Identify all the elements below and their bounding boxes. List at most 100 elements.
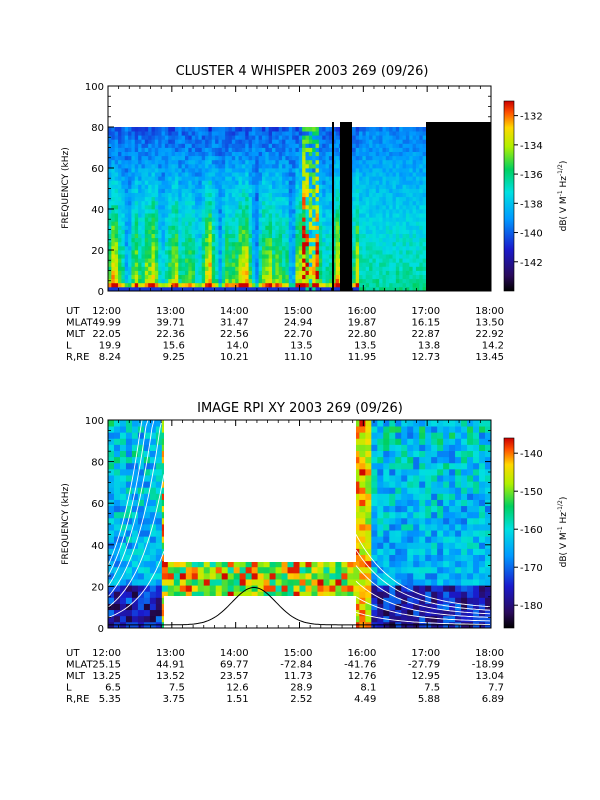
y-tick-label: 60 bbox=[91, 164, 104, 175]
spectrogram-cell bbox=[178, 180, 183, 185]
spectrogram-cell bbox=[198, 233, 203, 239]
spectrogram-cell bbox=[124, 172, 129, 177]
spectrogram-cell bbox=[245, 241, 249, 247]
spectrogram-cell bbox=[312, 147, 316, 152]
spectrogram-cell bbox=[188, 237, 193, 243]
spectrogram-cell bbox=[412, 204, 417, 210]
spectrogram-cell bbox=[372, 241, 377, 247]
spectrogram-cell bbox=[173, 591, 181, 598]
spectrogram-cell bbox=[228, 250, 233, 255]
spectrogram-cell bbox=[138, 139, 142, 144]
spectrogram-cell bbox=[389, 229, 393, 234]
spectrogram-cell bbox=[251, 151, 256, 157]
spectrogram-cell bbox=[113, 554, 121, 562]
spectrogram-cell bbox=[238, 147, 243, 152]
spectrogram-cell bbox=[143, 554, 151, 562]
spectrogram-cell bbox=[265, 135, 270, 140]
colorbar: -132-134-136-138-140-142 dB( V M-1 Hz-1/… bbox=[503, 100, 569, 292]
spectrogram-cell bbox=[119, 499, 127, 507]
spectrogram-cell bbox=[113, 444, 121, 451]
spectrogram-cell bbox=[315, 282, 320, 288]
spectrogram-cell bbox=[285, 151, 290, 157]
spectrogram-cell bbox=[108, 524, 115, 531]
spectrogram-cell bbox=[228, 241, 233, 247]
spectrogram-cell bbox=[161, 155, 166, 161]
spectrogram-cell bbox=[322, 225, 326, 230]
spectrogram-cell bbox=[111, 155, 116, 161]
spectrogram-cell bbox=[359, 151, 363, 157]
spectrogram-cell bbox=[385, 237, 390, 243]
spectrogram-cell bbox=[144, 180, 149, 185]
spectrogram-cell bbox=[275, 229, 280, 234]
spectrogram-cell bbox=[272, 250, 276, 255]
spectrogram-cell bbox=[261, 233, 266, 239]
spectrogram-cell bbox=[151, 151, 156, 157]
spectrogram-cell bbox=[211, 266, 216, 271]
spectrogram-cell bbox=[395, 168, 400, 173]
spectrogram-cell bbox=[305, 196, 310, 202]
spectrogram-cell bbox=[282, 237, 286, 243]
spectrogram-cell bbox=[402, 282, 407, 288]
spectrogram-cell bbox=[302, 241, 306, 247]
spectrogram-cell bbox=[121, 278, 126, 284]
spectrogram-cell bbox=[235, 221, 239, 226]
spectrogram-cell bbox=[141, 143, 146, 148]
spectrogram-cell bbox=[198, 172, 203, 177]
spectrogram-cell bbox=[231, 209, 236, 214]
spectrogram-cell bbox=[111, 188, 116, 193]
spectrogram-cell bbox=[128, 278, 132, 284]
spectrogram-cell bbox=[325, 151, 330, 157]
spectrogram-cell bbox=[285, 229, 290, 234]
spectrogram-cell bbox=[218, 233, 223, 239]
spectrogram-cell bbox=[141, 258, 146, 263]
spectrogram-cell bbox=[385, 278, 390, 284]
spectrogram-cell bbox=[118, 163, 122, 169]
spectrogram-cell bbox=[148, 204, 152, 210]
spectrogram-cell bbox=[292, 266, 296, 271]
spectrogram-cell bbox=[108, 221, 112, 226]
spectrogram-cell bbox=[395, 176, 400, 181]
spectrogram-cell bbox=[392, 274, 397, 280]
spectrogram-cell bbox=[258, 209, 263, 214]
spectrogram-cell bbox=[409, 209, 414, 214]
spectrogram-cell bbox=[298, 250, 303, 255]
spectrogram-cell bbox=[265, 213, 270, 218]
spectrogram-cell bbox=[392, 196, 397, 202]
spectrogram-cell bbox=[241, 245, 246, 251]
spectrogram-cell bbox=[322, 155, 326, 161]
spectrogram-cell bbox=[178, 270, 183, 275]
spectrogram-cell bbox=[335, 196, 340, 202]
spectrogram-cell bbox=[108, 225, 112, 230]
spectrogram-image bbox=[108, 86, 491, 292]
spectrogram-cell bbox=[379, 282, 383, 288]
spectrogram-cell bbox=[235, 241, 239, 247]
spectrogram-cell bbox=[114, 237, 119, 243]
spectrogram-cell bbox=[158, 192, 162, 198]
spectrogram-cell bbox=[225, 266, 229, 271]
spectrogram-cell bbox=[201, 250, 206, 255]
spectrogram-cell bbox=[208, 204, 213, 210]
spectrogram-cell bbox=[131, 127, 136, 132]
spectrogram-cell bbox=[335, 135, 340, 140]
spectrogram-cell bbox=[124, 225, 129, 230]
spectrogram-cell bbox=[191, 192, 196, 198]
spectrogram-cell bbox=[138, 250, 142, 255]
spectrogram-cell bbox=[239, 591, 247, 598]
spectrogram-cell bbox=[218, 184, 223, 189]
spectrogram-cell bbox=[155, 481, 163, 488]
spectrogram-cell bbox=[125, 542, 133, 549]
spectrogram-cell bbox=[372, 176, 377, 181]
spectrogram-cell bbox=[318, 180, 323, 185]
spectrogram-cell bbox=[305, 200, 310, 206]
spectrogram-cell bbox=[188, 250, 193, 255]
spectrogram-cell bbox=[265, 188, 270, 193]
spectrogram-cell bbox=[209, 560, 217, 568]
spectrogram-cell bbox=[412, 258, 417, 263]
spectrogram-cell bbox=[359, 147, 363, 152]
spectrogram-cell bbox=[191, 572, 199, 580]
spectrogram-cell bbox=[155, 572, 163, 580]
spectrogram-cell bbox=[402, 266, 407, 271]
spectrogram-cell bbox=[178, 266, 183, 271]
spectrogram-cell bbox=[251, 176, 256, 181]
spectrogram-cell bbox=[308, 139, 313, 144]
